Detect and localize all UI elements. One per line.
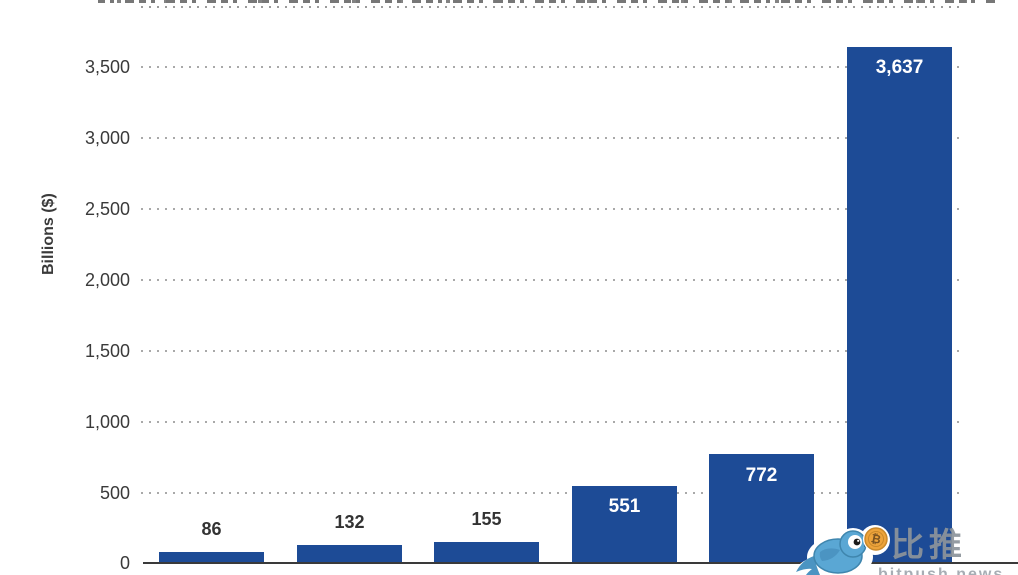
gridline-4000-partial — [141, 6, 964, 8]
bar — [297, 545, 402, 564]
y-tick-label: 2,500 — [84, 199, 130, 219]
bitpush-bird-icon: ₿ — [792, 525, 890, 575]
bar — [847, 47, 952, 564]
bitcoin-coin-icon: ₿ — [863, 526, 889, 552]
bitpush-logo-text: 比推 — [891, 526, 967, 563]
y-tick-label: 3,500 — [84, 57, 130, 77]
bar — [434, 542, 539, 564]
y-tick-label: 1,500 — [84, 341, 130, 361]
y-tick-label: 0 — [119, 553, 130, 573]
bar — [159, 552, 264, 564]
bar-value-label: 132 — [334, 512, 365, 532]
bar — [709, 454, 814, 564]
x-axis-line — [143, 562, 1018, 564]
y-tick-label: 3,000 — [84, 128, 130, 148]
bar-value-label: 3,637 — [875, 57, 924, 78]
gridline — [141, 279, 964, 281]
gridline — [141, 421, 964, 423]
bar-value-label: 551 — [608, 496, 641, 517]
y-tick-label: 1,000 — [84, 412, 130, 432]
bitpush-subtext: bitpush news — [878, 566, 1005, 575]
bar — [572, 486, 677, 564]
gridline — [141, 137, 964, 139]
gridline — [141, 208, 964, 210]
bar-value-label: 772 — [745, 465, 778, 486]
gridline — [141, 492, 964, 494]
gridline — [141, 66, 964, 68]
bitpush-watermark: ₿ 比推 bitpush news — [790, 520, 1018, 575]
bar-value-label: 86 — [201, 519, 222, 539]
cropped-title-text-remnant — [98, 0, 1000, 3]
bar-value-label: 155 — [471, 509, 502, 529]
y-tick-label: 2,000 — [84, 270, 130, 290]
y-tick-label: 500 — [99, 483, 130, 503]
gridline — [141, 350, 964, 352]
svg-text:₿: ₿ — [870, 531, 883, 547]
